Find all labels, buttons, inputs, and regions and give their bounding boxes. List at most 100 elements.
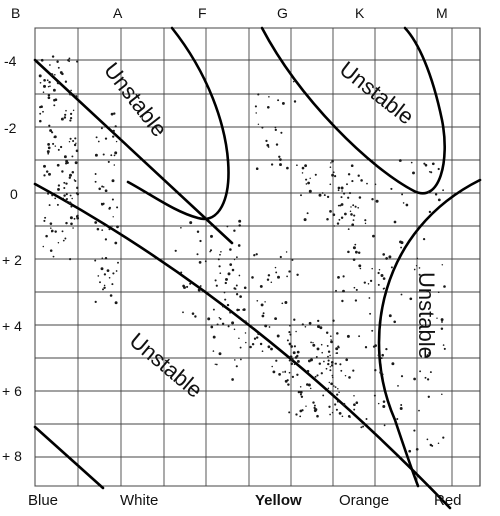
star-point-104 [71, 155, 74, 158]
star-point-158 [107, 160, 110, 163]
star-point-532 [437, 291, 440, 294]
star-point-98 [47, 94, 51, 97]
star-point-302 [279, 255, 282, 259]
star-point-193 [231, 268, 235, 272]
star-point-164 [102, 202, 105, 205]
star-point-282 [278, 373, 281, 376]
star-point-59 [48, 172, 51, 176]
star-point-574 [430, 171, 433, 174]
star-point-591 [277, 99, 280, 102]
star-point-61 [69, 112, 73, 116]
star-point-138 [104, 238, 108, 241]
star-point-481 [371, 329, 374, 332]
star-point-178 [108, 276, 111, 279]
star-point-186 [97, 140, 100, 143]
star-point-629 [329, 166, 332, 168]
star-point-203 [197, 288, 201, 292]
star-point-414 [330, 361, 334, 364]
star-point-603 [274, 126, 277, 129]
star-point-446 [340, 216, 344, 220]
star-point-111 [56, 60, 59, 63]
spectral-tick-b: B [11, 5, 20, 21]
star-point-356 [310, 341, 312, 344]
star-point-608 [329, 210, 332, 213]
star-point-110 [63, 155, 67, 159]
star-point-495 [369, 312, 372, 315]
star-point-386 [284, 379, 288, 383]
star-point-248 [214, 363, 217, 366]
star-point-292 [219, 317, 222, 320]
star-point-79 [67, 58, 70, 62]
star-point-588 [266, 143, 270, 147]
star-point-491 [347, 250, 350, 254]
star-point-393 [309, 387, 312, 390]
star-point-541 [428, 210, 432, 214]
star-point-132 [114, 125, 117, 128]
star-point-139 [94, 221, 98, 224]
star-point-527 [428, 351, 432, 355]
star-point-576 [424, 163, 428, 167]
star-point-11 [51, 131, 54, 134]
star-point-293 [239, 346, 242, 349]
star-point-45 [47, 192, 50, 195]
star-point-70 [72, 109, 75, 112]
star-point-347 [288, 342, 292, 346]
star-point-161 [111, 225, 113, 227]
star-point-275 [243, 286, 247, 290]
boundary-loop-m [260, 26, 446, 195]
star-point-363 [290, 362, 293, 366]
star-point-17 [54, 197, 57, 200]
star-point-162 [115, 140, 118, 143]
star-point-265 [275, 271, 278, 274]
star-point-572 [427, 395, 430, 398]
star-point-287 [234, 288, 237, 290]
star-point-643 [326, 218, 329, 221]
color-label-orange: Orange [339, 492, 389, 509]
star-point-270 [284, 301, 288, 304]
star-point-261 [209, 250, 211, 253]
star-point-546 [434, 193, 438, 196]
star-point-249 [238, 337, 240, 340]
star-point-225 [199, 285, 202, 287]
star-point-395 [319, 326, 323, 330]
boundary-lower-diagonal [33, 182, 452, 510]
star-point-599 [286, 166, 289, 170]
star-point-202 [223, 291, 226, 294]
star-point-632 [349, 210, 352, 213]
star-point-2 [45, 234, 48, 238]
star-point-4 [69, 93, 72, 96]
star-point-346 [320, 343, 323, 346]
star-point-307 [238, 308, 240, 311]
star-point-177 [106, 269, 110, 272]
star-point-221 [227, 272, 231, 276]
star-point-449 [341, 415, 344, 418]
spectral-tick-a: A [113, 5, 123, 21]
star-point-50 [69, 119, 72, 122]
star-point-32 [45, 170, 49, 173]
star-point-548 [415, 447, 419, 451]
star-point-638 [352, 204, 355, 207]
star-point-341 [330, 382, 333, 386]
star-point-376 [321, 351, 323, 354]
star-point-63 [65, 109, 67, 112]
star-point-372 [293, 363, 296, 366]
spectral-tick-g: G [277, 5, 288, 21]
star-point-328 [320, 372, 323, 375]
star-point-483 [381, 353, 384, 357]
star-point-497 [329, 369, 332, 372]
star-point-99 [74, 137, 77, 140]
star-point-80 [49, 222, 53, 225]
star-point-262 [216, 323, 219, 326]
star-point-536 [427, 190, 430, 193]
star-point-272 [221, 305, 225, 308]
star-point-291 [219, 272, 222, 275]
star-point-153 [102, 153, 105, 156]
star-point-388 [296, 359, 300, 363]
star-point-170 [103, 284, 106, 287]
y-tick-plus-6: + 6 [2, 383, 22, 399]
star-point-224 [229, 248, 232, 251]
star-point-65 [57, 148, 60, 151]
star-point-151 [94, 259, 97, 262]
star-point-381 [312, 343, 316, 347]
star-point-27 [75, 95, 78, 98]
